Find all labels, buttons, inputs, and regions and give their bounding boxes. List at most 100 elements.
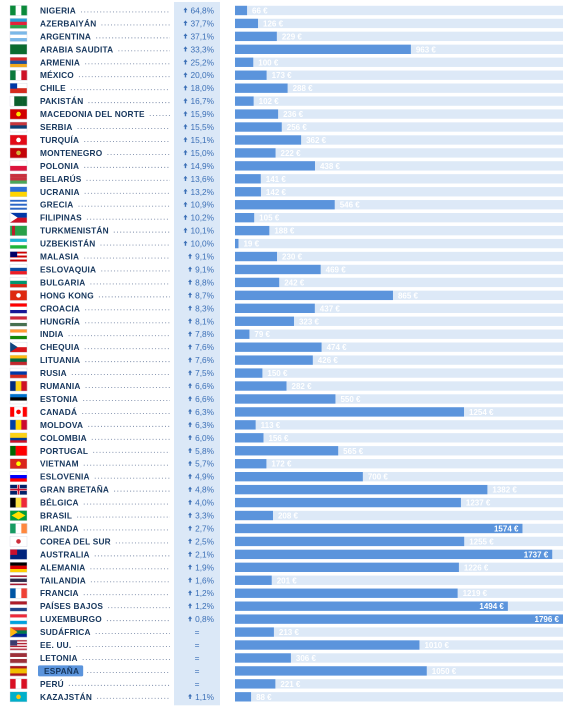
country-label: BÉLGICA — [40, 498, 79, 508]
change-cell: 6,0% — [188, 433, 215, 443]
chart-row: SERBIA 15,5% 256 € — [9, 121, 563, 133]
arrow-up-icon — [183, 214, 188, 220]
chart-row: TURQUÍA 15,1% 362 € — [9, 134, 563, 146]
chart-row: AUSTRALIA 2,1% 1737 € — [9, 549, 563, 560]
country-label: MÉXICO — [40, 70, 74, 80]
bar — [235, 536, 465, 547]
change-cell: 7,5% — [188, 368, 215, 378]
change-label: 4,9% — [195, 472, 215, 482]
bar-value-label: 1254 € — [469, 408, 494, 417]
turkmenistan-flag — [9, 225, 28, 236]
arrow-up-icon — [188, 447, 193, 453]
chart-row: GRAN BRETAÑA 4,8% 1382 € — [9, 484, 563, 495]
bar-track — [235, 187, 563, 197]
arrow-up-icon — [183, 85, 188, 91]
change-cell: 3,3% — [188, 511, 215, 521]
country-label: AUSTRALIA — [40, 549, 90, 559]
change-label: 10,1% — [190, 226, 214, 236]
chart-row: ESPAÑA = 1050 € — [9, 665, 563, 677]
bar-value-label: 19 € — [243, 240, 259, 249]
change-cell: 1,2% — [188, 601, 215, 611]
belarus-flag — [9, 173, 28, 185]
bar — [235, 653, 291, 663]
arrow-up-icon — [183, 33, 188, 39]
arrow-up-icon — [188, 590, 193, 596]
chart-row: LITUANIA 7,6% 426 € — [9, 354, 563, 366]
bar — [235, 355, 313, 365]
bar — [235, 83, 288, 93]
arrow-up-icon — [188, 344, 193, 350]
slovakia-flag — [9, 264, 28, 275]
bar-track — [235, 238, 563, 249]
change-label: 20,0% — [190, 70, 214, 80]
bar-value-label: 256 € — [287, 123, 308, 132]
bar — [235, 640, 420, 650]
country-label: ALEMANIA — [40, 562, 85, 572]
country-label: COLOMBIA — [40, 433, 87, 443]
chart-row: PAKISTÁN 16,7% 102 € — [9, 95, 563, 107]
arrow-up-icon — [188, 331, 193, 337]
bar — [235, 316, 294, 326]
bar — [235, 31, 277, 42]
change-label: 6,3% — [195, 407, 215, 417]
change-cell: 37,7% — [183, 18, 215, 28]
change-cell: 14,9% — [183, 161, 215, 171]
change-label: 10,0% — [190, 239, 214, 249]
bar — [235, 264, 321, 275]
change-cell: 4,9% — [188, 472, 215, 482]
change-cell: 15,9% — [183, 109, 215, 119]
change-label: 14,9% — [190, 161, 214, 171]
bar-value-label: 1010 € — [424, 641, 449, 650]
country-label: MACEDONIA DEL NORTE — [40, 109, 145, 119]
arrow-up-icon — [183, 149, 188, 156]
chart-row: CHEQUIA 7,6% 474 € — [9, 341, 563, 353]
change-label: 16,7% — [190, 96, 214, 106]
arrow-up-icon — [188, 434, 193, 441]
arrow-up-icon — [188, 551, 193, 557]
bar-track — [235, 148, 563, 158]
bar — [235, 368, 263, 378]
change-cell: 6,3% — [188, 420, 215, 430]
chart-row: MACEDONIA DEL NORTE 15,9% 236 € — [9, 108, 563, 120]
bar-value-label: 1737 € — [524, 550, 549, 559]
change-cell: 10,0% — [183, 239, 215, 249]
bar-value-label: 438 € — [320, 162, 341, 171]
change-cell: 4,8% — [188, 485, 215, 495]
country-label: BULGARIA — [40, 277, 85, 287]
bar-track — [235, 18, 563, 29]
bar-track — [235, 31, 563, 42]
bar-value-label: 474 € — [327, 343, 348, 352]
country-label: HONG KONG — [40, 290, 94, 300]
bar — [235, 614, 563, 624]
lithuania-flag — [9, 354, 28, 366]
bar-value-label: 242 € — [284, 278, 305, 287]
poland-flag — [9, 160, 28, 172]
bar — [235, 5, 248, 16]
change-label: 2,5% — [195, 536, 215, 546]
country-label: CROACIA — [40, 303, 80, 313]
arrow-up-icon — [183, 111, 188, 117]
arrow-up-icon — [183, 136, 188, 143]
chart-row: ARABIA SAUDITA 33,3% 963 € — [9, 44, 563, 55]
arrow-up-icon — [188, 292, 193, 298]
change-label: 13,6% — [190, 174, 214, 184]
change-cell: 20,0% — [183, 70, 215, 80]
arrow-up-icon — [188, 305, 193, 311]
uzbekistan-flag — [9, 238, 28, 249]
change-label: 37,7% — [190, 18, 214, 28]
change-label: 25,2% — [190, 57, 214, 67]
bar-track — [235, 679, 563, 689]
arrow-up-icon — [188, 383, 193, 389]
bar-track — [235, 510, 563, 521]
thailand-flag — [9, 575, 28, 586]
arrow-up-icon — [188, 460, 193, 466]
bar-track — [235, 5, 563, 16]
change-cell: 25,2% — [183, 57, 215, 67]
country-label: PORTUGAL — [40, 446, 88, 456]
arrow-up-icon — [188, 395, 193, 402]
arrow-up-icon — [188, 577, 193, 583]
country-label: IRLANDA — [40, 523, 79, 533]
bar — [235, 679, 276, 689]
australia-flag — [9, 549, 28, 560]
change-cell: 16,7% — [183, 96, 215, 106]
